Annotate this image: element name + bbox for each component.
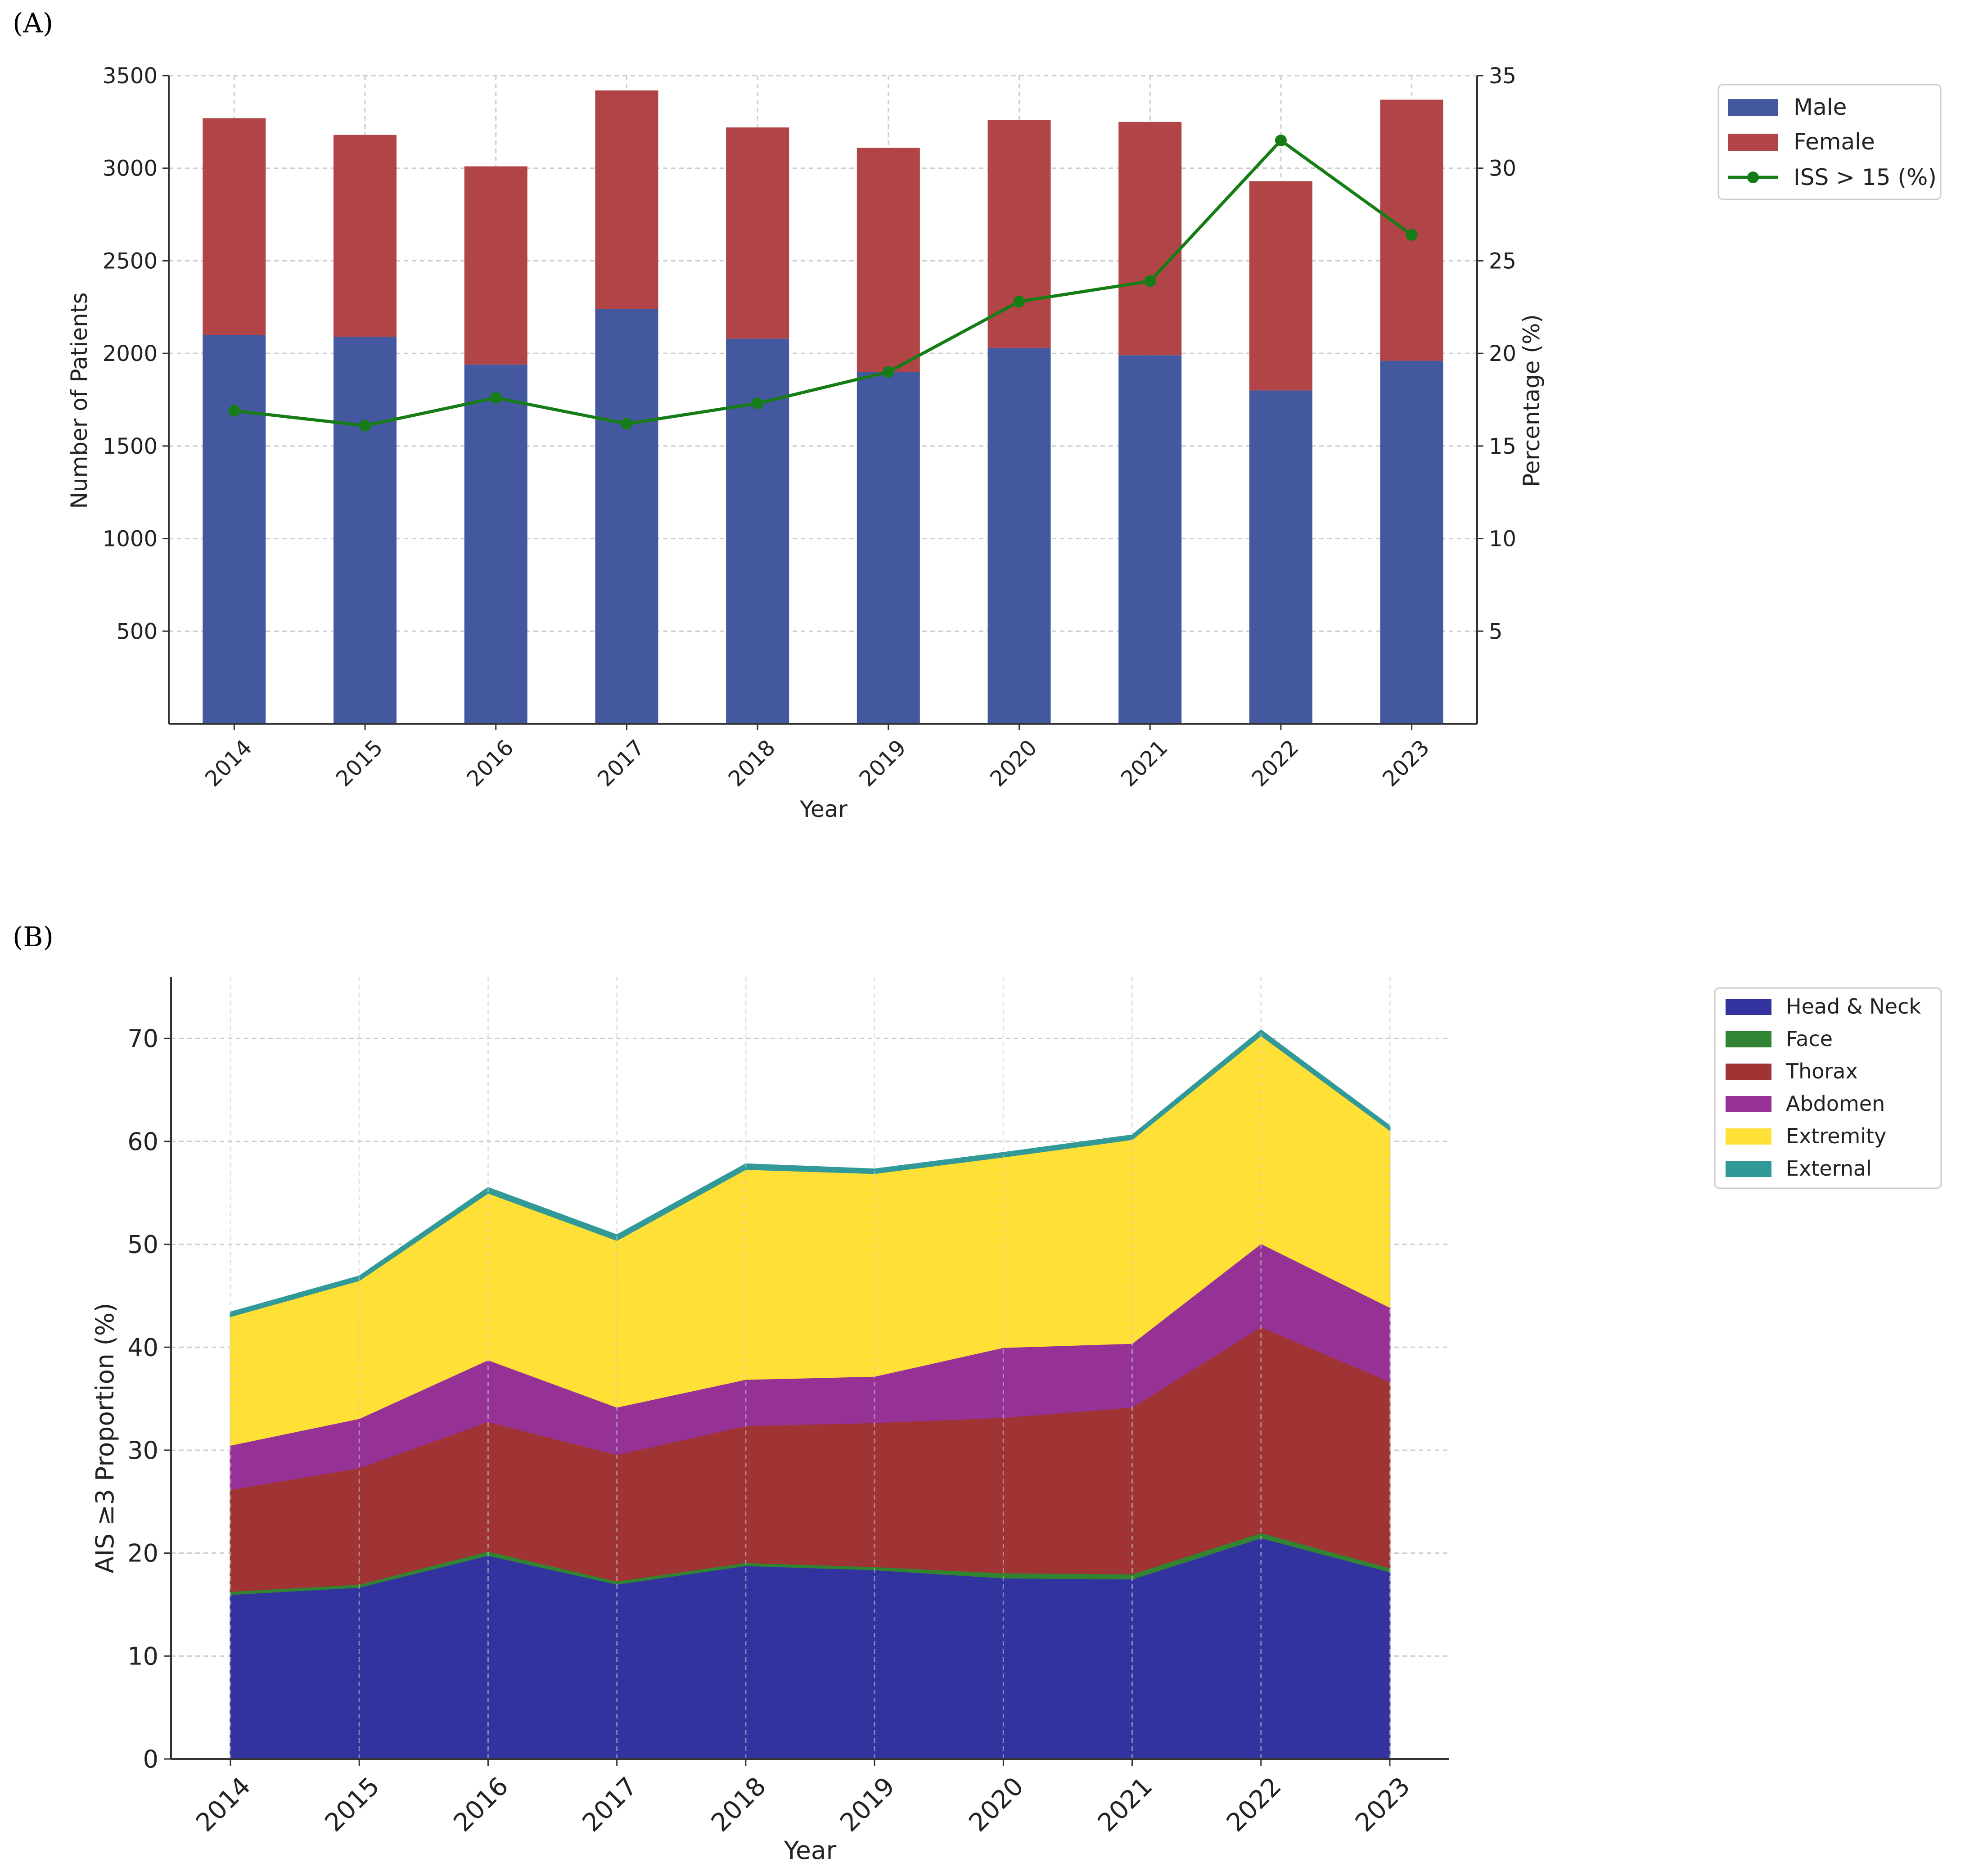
panel-a-y-ticks: 500 1000 1500 2000 2500 3000 3500 (103, 63, 169, 644)
panel-a-axes (168, 76, 1478, 725)
bar-female-2017 (595, 90, 658, 309)
iss-point-2014 (228, 405, 240, 417)
panel-a-iss-line (228, 135, 1418, 432)
bar-male-2019 (856, 372, 920, 724)
bar-female-2021 (1118, 122, 1182, 356)
panel-b-y-ticks: 0 10 20 30 40 50 60 70 (127, 1024, 171, 1773)
panel-b-areas (230, 1029, 1391, 1760)
y-tick-label: 70 (127, 1024, 158, 1053)
panel-b-vertical-gridlines (230, 977, 1391, 1759)
y-tick-label: 500 (116, 619, 158, 644)
iss-line (234, 139, 1413, 428)
legend-label-extremity: Extremity (1786, 1124, 1886, 1148)
y2-tick-label: 5 (1489, 619, 1503, 644)
legend-label-head-neck: Head & Neck (1786, 994, 1921, 1019)
panel-b-legend: Head & Neck Face Thorax Abdomen Extremit… (1714, 987, 1942, 1189)
bar-male-2015 (334, 337, 397, 724)
bar-male-2014 (203, 335, 266, 724)
legend-swatch-extremity (1726, 1128, 1771, 1145)
legend-swatch-external (1726, 1161, 1771, 1177)
y-tick-label: 1000 (103, 527, 158, 552)
legend-label-thorax: Thorax (1785, 1059, 1858, 1083)
y-tick-label: 2500 (103, 248, 158, 274)
iss-point-2021 (1144, 275, 1156, 287)
bar-female-2016 (464, 166, 527, 365)
panel-a-y2-axis-title: Percentage (%) (1519, 314, 1545, 487)
panel-b-y-axis-title: AIS ≥3 Proportion (%) (90, 1303, 119, 1573)
iss-point-2017 (621, 418, 633, 430)
panel-a-x-axis-title: Year (799, 796, 847, 822)
iss-point-2016 (490, 392, 502, 404)
legend-label-external: External (1786, 1156, 1872, 1181)
bar-female-2019 (856, 148, 920, 372)
legend-label-abdomen: Abdomen (1786, 1091, 1885, 1116)
legend-swatch-abdomen (1726, 1096, 1771, 1112)
bar-male-2018 (726, 338, 789, 724)
y-tick-label: 20 (127, 1539, 158, 1568)
legend-swatch-head-neck (1726, 999, 1771, 1015)
panel-a-y-axis-title: Number of Patients (66, 293, 92, 509)
y-tick-label: 50 (127, 1231, 158, 1259)
panel-a-label: (A) (13, 8, 53, 39)
bar-female-2014 (203, 118, 266, 335)
y2-tick-label: 35 (1489, 63, 1516, 89)
legend-label-male: Male (1794, 94, 1847, 120)
bar-female-2022 (1249, 181, 1312, 391)
bar-male-2023 (1380, 361, 1443, 724)
panel-a: (A) 500 1000 1500 2000 2500 3000 3500 5 10 15 20 2… (13, 8, 1942, 822)
panel-a-y2-ticks: 5 10 15 20 25 30 35 (1477, 63, 1516, 644)
y2-tick-label: 10 (1489, 527, 1516, 552)
y-tick-label: 30 (127, 1436, 158, 1465)
bar-male-2021 (1118, 355, 1182, 724)
y-tick-label: 10 (127, 1642, 158, 1670)
panel-b-label: (B) (13, 921, 54, 953)
bar-female-2018 (726, 127, 789, 339)
bar-male-2020 (987, 347, 1051, 724)
y-tick-label: 3500 (103, 63, 158, 89)
legend-label-face: Face (1786, 1027, 1833, 1051)
panel-b-x-axis-title: Year (784, 1836, 837, 1865)
iss-point-2015 (359, 419, 371, 432)
legend-swatch-iss-marker (1747, 171, 1759, 183)
bar-female-2020 (987, 120, 1051, 348)
legend-swatch-thorax (1726, 1064, 1771, 1080)
y-tick-label: 2000 (103, 341, 158, 366)
area-external (230, 1029, 1391, 1317)
y2-tick-label: 15 (1489, 434, 1516, 459)
bar-male-2022 (1249, 390, 1312, 724)
legend-swatch-face (1726, 1031, 1771, 1047)
y-tick-label: 60 (127, 1127, 158, 1156)
y2-tick-label: 20 (1489, 341, 1516, 366)
legend-label-iss: ISS > 15 (%) (1794, 164, 1937, 190)
bar-female-2015 (334, 135, 397, 337)
panel-a-legend: Male Female ISS > 15 (%) (1717, 84, 1942, 200)
iss-point-2019 (882, 366, 894, 378)
iss-point-2023 (1406, 229, 1418, 241)
legend-swatch-male (1728, 99, 1778, 116)
y-tick-label: 1500 (103, 434, 158, 459)
bar-male-2016 (464, 364, 527, 724)
y-tick-label: 40 (127, 1333, 158, 1362)
iss-point-2020 (1013, 295, 1025, 307)
y2-tick-label: 30 (1489, 156, 1516, 181)
legend-swatch-female (1728, 134, 1778, 151)
bar-male-2017 (595, 309, 658, 724)
y-tick-label: 3000 (103, 156, 158, 181)
iss-point-2018 (752, 397, 764, 410)
panel-b-axes (170, 977, 1449, 1760)
y2-tick-label: 25 (1489, 248, 1516, 274)
legend-label-female: Female (1794, 129, 1875, 155)
y-tick-label: 0 (143, 1745, 158, 1773)
iss-point-2022 (1275, 135, 1287, 146)
